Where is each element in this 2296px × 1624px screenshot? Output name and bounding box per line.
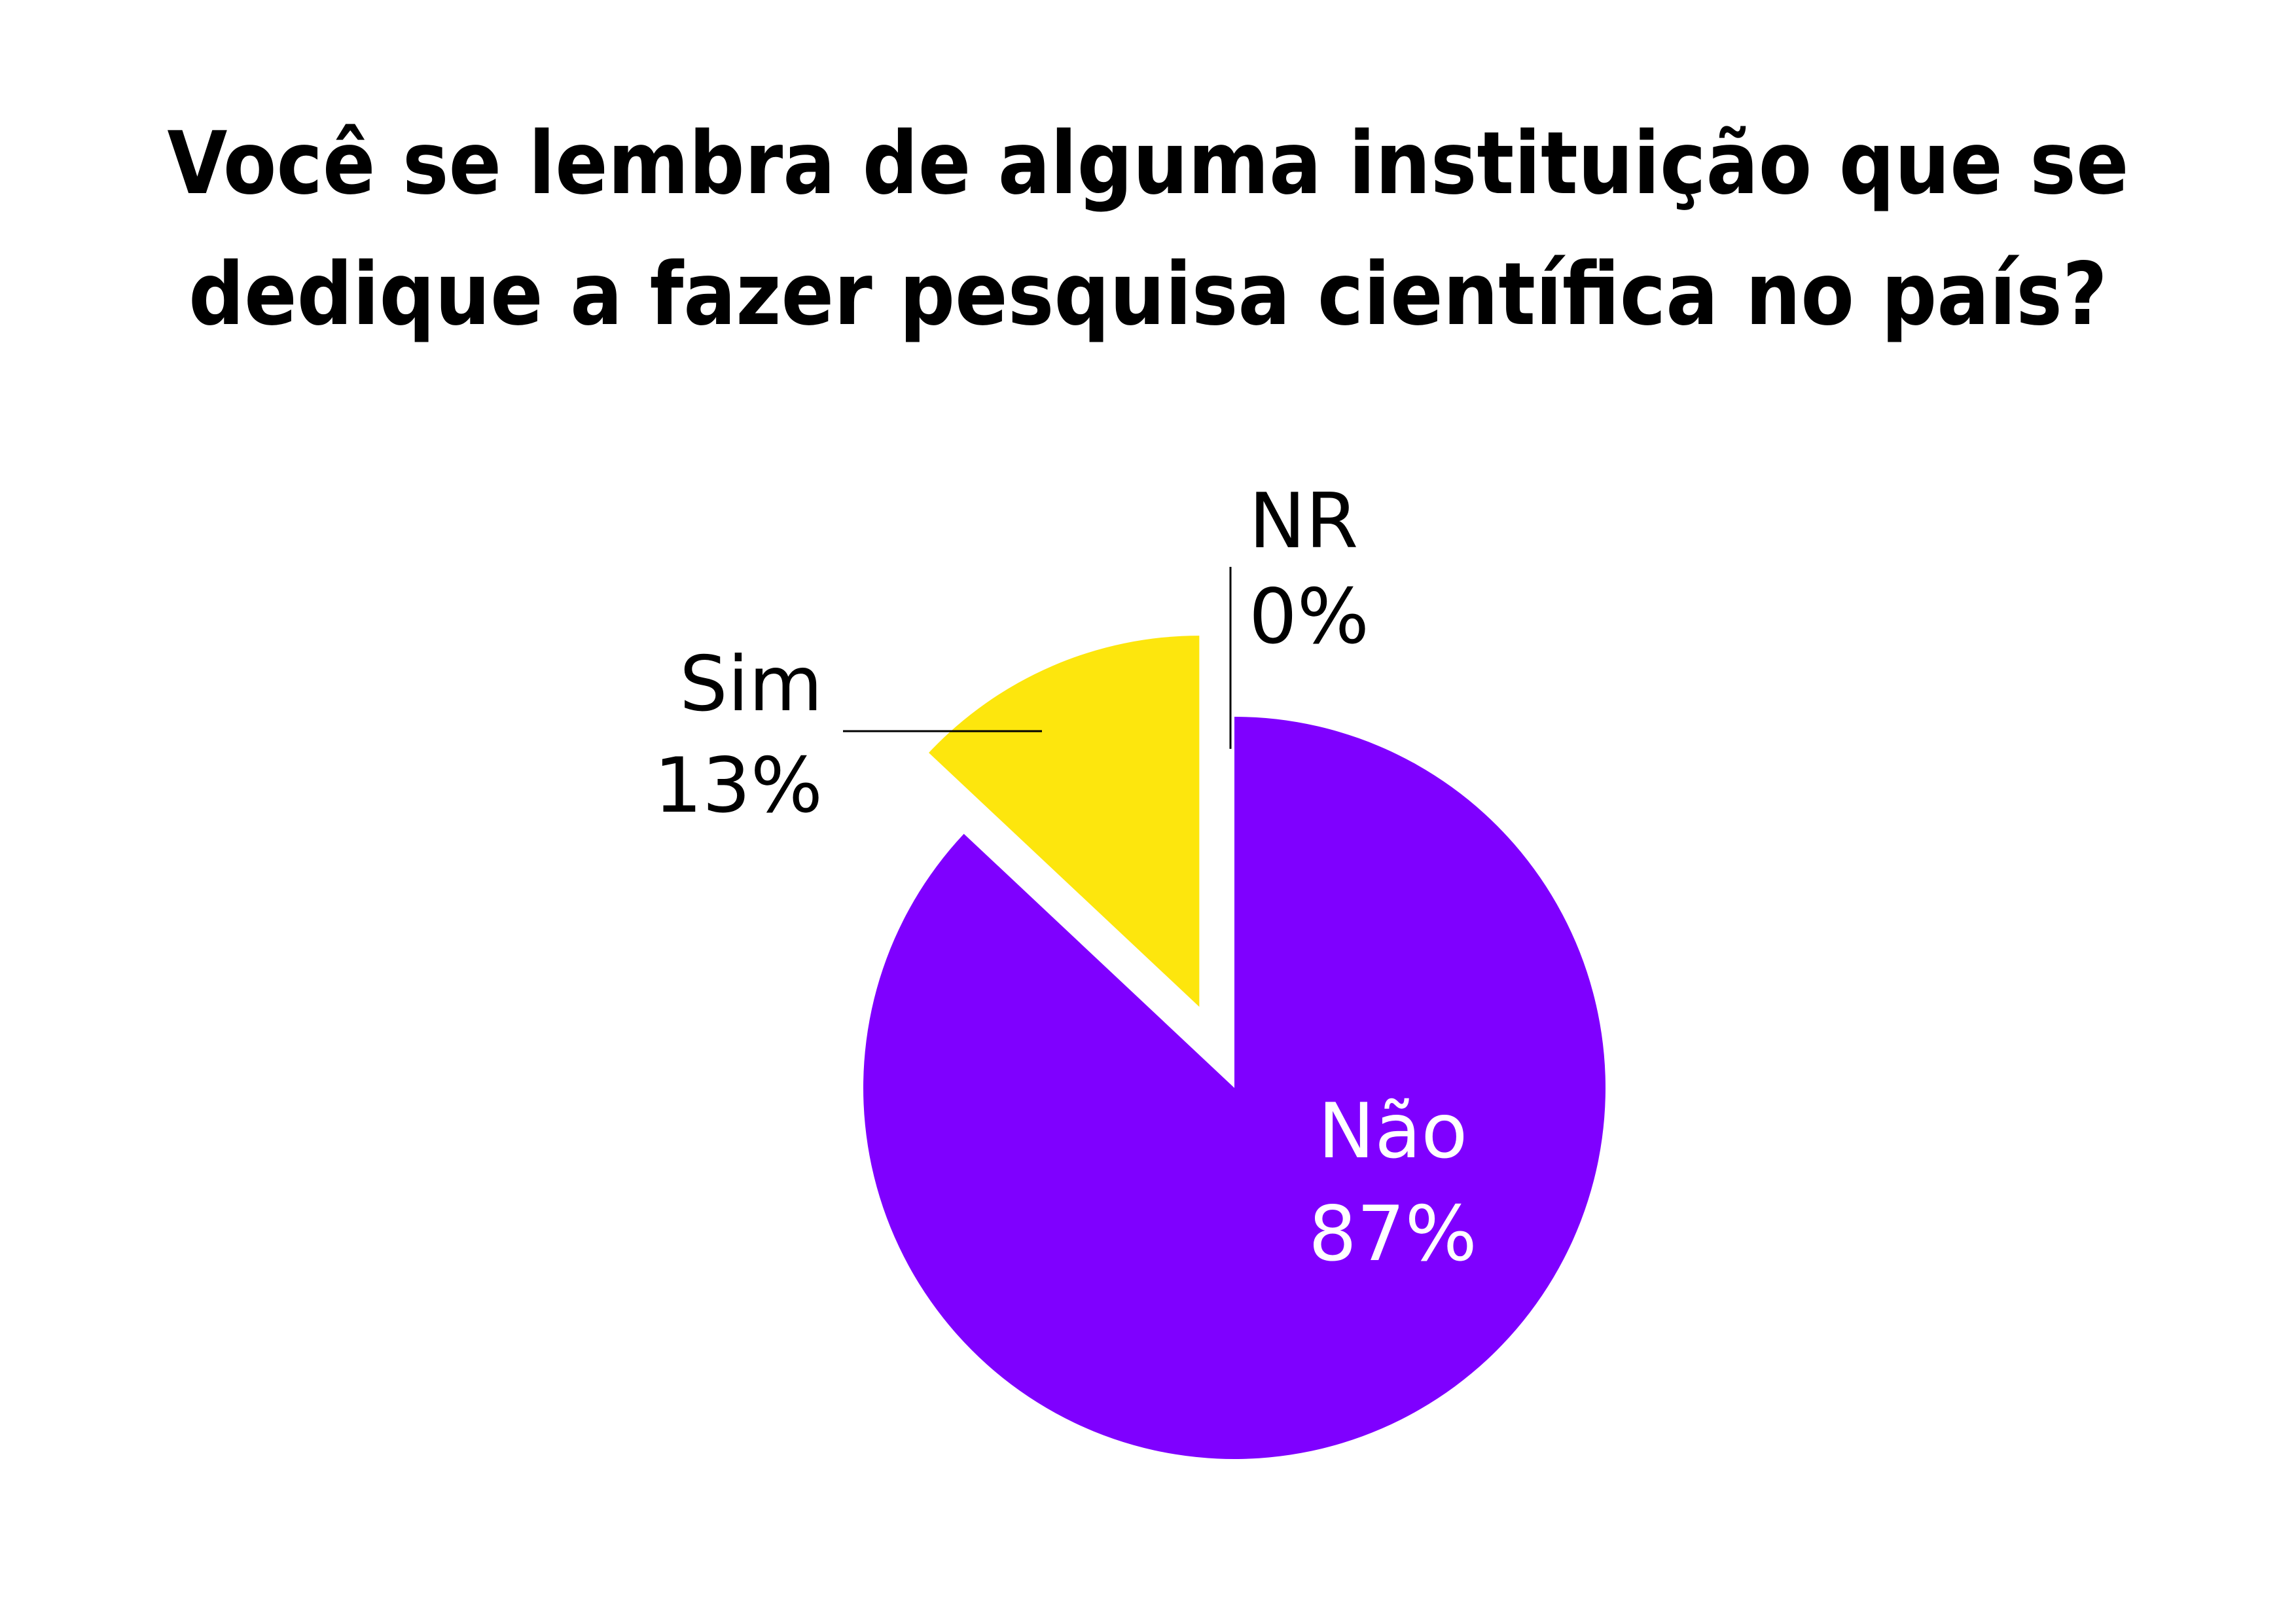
leader-lines bbox=[843, 567, 1232, 749]
slice-value-label-nao: 87% bbox=[1308, 1190, 1477, 1278]
chart-title: Você se lembra de alguma instituição que… bbox=[115, 98, 2181, 360]
slice-label-nr: NR bbox=[1249, 477, 1358, 566]
pie-slices bbox=[863, 636, 1606, 1459]
chart-title-line-1: Você se lembra de alguma instituição que… bbox=[167, 113, 2129, 214]
slice-value-label-nr: 0% bbox=[1249, 573, 1369, 661]
pie-slice-sim bbox=[929, 636, 1200, 1007]
chart-title-line-2: dedique a fazer pesquisa científica no p… bbox=[188, 244, 2108, 345]
slice-label-sim: Sim bbox=[679, 640, 823, 729]
slice-label-nao: Não bbox=[1318, 1087, 1468, 1176]
slice-value-label-sim: 13% bbox=[654, 742, 823, 830]
pie-slice-nao bbox=[863, 717, 1606, 1459]
slice-labels: Não 87% Sim 13% NR0% bbox=[654, 477, 1477, 1278]
